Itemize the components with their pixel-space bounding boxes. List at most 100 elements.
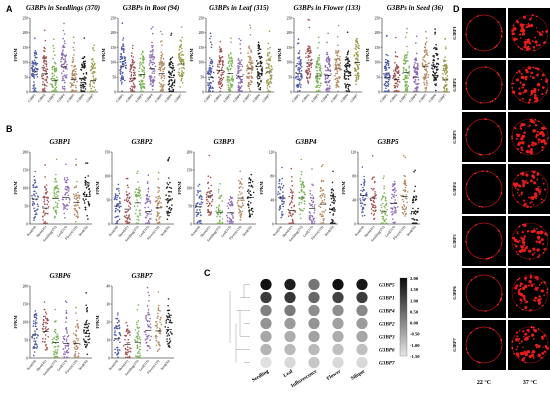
panel-b-chart-6-point	[52, 340, 54, 343]
panel-a-chart-5-point	[408, 65, 410, 67]
panel-a-chart-3-point	[248, 45, 251, 47]
panel-b-chart-3-point	[248, 206, 250, 209]
panel-b-chart-7-point	[148, 320, 151, 323]
panel-b-chart-3-point	[210, 184, 212, 187]
panel-b-chart-5-point	[363, 199, 365, 201]
panel-a-chart-5-point	[436, 76, 439, 78]
panel-b-chart-6-point	[46, 347, 48, 349]
panel-a-chart-3-point	[250, 81, 252, 84]
panel-b-chart-5-point	[360, 183, 363, 186]
panel-a-chart-3-point	[251, 69, 253, 72]
panel-a-chart-3-point	[259, 60, 262, 63]
panel-a-chart-4-point	[355, 39, 357, 42]
panel-b-chart-6-point	[77, 327, 80, 329]
panel-b-chart-3-point	[196, 209, 198, 211]
panel-a-chart-3-xtick-label: G3BP1	[203, 93, 213, 103]
panel-b-chart-7-point	[144, 331, 147, 333]
panel-a-chart-4-point	[344, 64, 346, 67]
panel-a-chart-1-point	[36, 62, 39, 65]
panel-a-chart-1-point	[82, 57, 85, 60]
panel-a-chart-5-point	[433, 76, 435, 79]
panel-a-chart-5-xtick-label: G3BP3	[399, 93, 409, 103]
panel-a-chart-4-point	[356, 72, 359, 75]
panel-a-chart-2-point	[171, 79, 173, 82]
panel-a-chart-1-point	[51, 90, 53, 93]
panel-a-chart-4-point	[356, 53, 358, 56]
panel-a-chart-2-point	[138, 67, 141, 69]
panel-a-chart-1-point	[64, 58, 67, 60]
panel-b-chart-4-point	[300, 158, 303, 161]
panel-a-chart-4-point	[317, 84, 320, 87]
panel-b-chart-6-point	[55, 353, 57, 356]
panel-a-chart-5-point	[384, 84, 387, 87]
panel-a-charts: G3BPs in Seedlings (370)FPKM050100150200…	[13, 4, 450, 103]
stress-granule-dot	[536, 82, 541, 87]
panel-b-chart-1-xtick-label: Root(94)	[26, 225, 37, 237]
panel-a-chart-1-point	[42, 57, 44, 59]
panel-b-chart-3-point	[251, 207, 254, 210]
panel-a-chart-4-point	[343, 73, 346, 76]
panel-b-chart-1-point	[88, 182, 90, 184]
membrane-dot	[501, 30, 503, 32]
panel-b-chart-7-point	[138, 337, 140, 340]
panel-a-chart-1-point	[55, 90, 57, 93]
panel-b-chart-4-point	[279, 185, 281, 188]
panel-b-chart-5-point	[365, 195, 368, 197]
panel-b-chart-1-point	[64, 217, 66, 219]
panel-a-chart-3-point	[257, 45, 260, 47]
panel-a-chart-5-point	[445, 46, 447, 48]
panel-b-chart-6-point	[73, 346, 76, 349]
panel-b-chart-3-point	[247, 189, 250, 191]
panel-b-chart-7-point	[166, 315, 168, 317]
panel-b-chart-2-point	[170, 209, 172, 211]
heatmap-cell	[260, 356, 272, 369]
panel-b-chart-6-point	[57, 348, 59, 351]
panel-b-chart-3-point	[239, 193, 242, 195]
panel-a-chart-2-point	[152, 48, 154, 51]
panel-b-chart-3-point	[205, 193, 208, 196]
panel-b-chart-7-point	[168, 345, 170, 347]
panel-a-chart-1-point	[54, 78, 56, 80]
stress-granule-dot	[530, 71, 534, 75]
panel-a-chart-4-point	[318, 69, 321, 72]
panel-b-chart-4-point	[309, 192, 311, 195]
panel-b-chart-4-point	[302, 183, 304, 186]
panel-b-chart-2-point	[119, 197, 121, 199]
panel-b-chart-2-point	[145, 222, 148, 225]
panel-a-chart-2-point	[119, 58, 122, 61]
panel-b-chart-4-point	[312, 197, 314, 200]
panel-a-chart-1: G3BPs in Seedlings (370)FPKM050100150200…	[13, 4, 100, 103]
panel-b-chart-6-point	[65, 327, 67, 330]
panel-b-chart-6-point	[34, 310, 37, 312]
panel-a-chart-3-point	[258, 71, 260, 74]
panel-a-chart-4-point	[319, 70, 322, 72]
panel-b-chart-5-point	[391, 189, 394, 191]
panel-b-chart-4-point	[332, 195, 334, 198]
panel-a-chart-2-point	[142, 57, 144, 60]
panel-a-chart-4-point	[326, 41, 328, 44]
panel-b-chart-5-point	[385, 197, 387, 199]
panel-b-chart-6-point	[76, 319, 78, 322]
panel-b-chart-6-point	[66, 330, 68, 332]
stress-granule-dot	[521, 97, 524, 100]
panel-a-chart-4-point	[294, 77, 297, 79]
panel-b-chart-7-point	[128, 341, 130, 344]
panel-b-chart-4-point	[313, 211, 316, 214]
panel-a-chart-1-point	[52, 57, 54, 60]
panel-a-chart-3-point	[219, 48, 221, 51]
panel-a-chart-5-point	[384, 82, 387, 85]
panel-a-chart-1-point	[35, 64, 37, 66]
panel-b-chart-6-point	[54, 331, 57, 334]
stress-granule-dot	[530, 120, 534, 124]
panel-a-chart-3-ytick-label: 0	[202, 90, 204, 94]
panel-b-chart-4-point	[311, 221, 313, 223]
panel-b-chart-6-point	[83, 326, 86, 329]
panel-a-chart-4-point	[336, 85, 339, 88]
panel-b-chart-6-point	[45, 326, 47, 328]
panel-b-chart-7-point	[125, 351, 127, 353]
panel-b-chart-6-point	[51, 342, 53, 344]
panel-a-chart-3-point	[208, 64, 211, 67]
panel-a-chart-1-point	[41, 67, 43, 69]
panel-b-chart-1-point	[75, 186, 78, 188]
panel-b-chart-1-point	[83, 200, 85, 202]
